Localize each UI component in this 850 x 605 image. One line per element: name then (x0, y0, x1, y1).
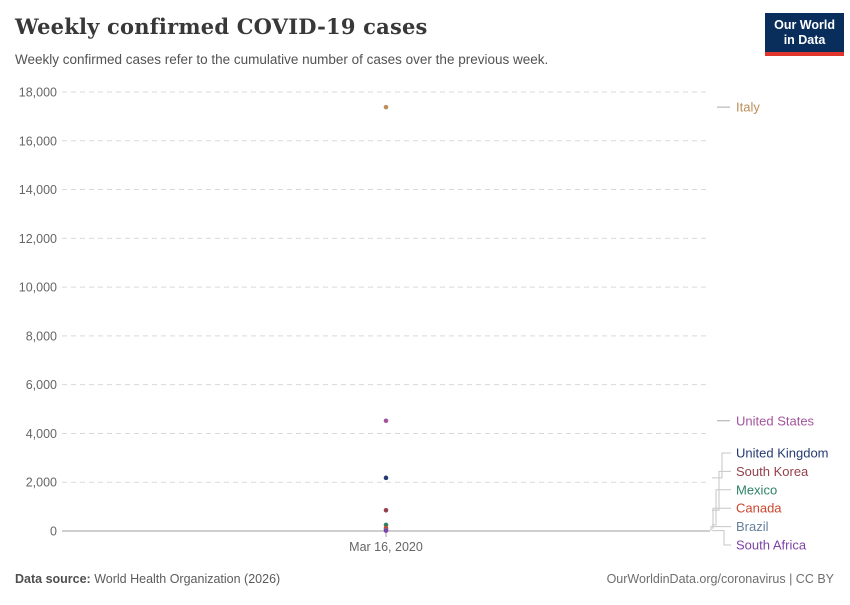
y-tick-label-0: 0 (50, 525, 57, 539)
series-label-united-kingdom[interactable]: United Kingdom (736, 446, 829, 461)
label-connector-brazil (710, 526, 731, 531)
chart-subtitle: Weekly confirmed cases refer to the cumu… (15, 52, 549, 67)
data-point-south-korea[interactable] (383, 507, 389, 513)
data-point-italy[interactable] (383, 104, 389, 110)
y-tick-label-2000: 2,000 (26, 476, 57, 490)
owid-logo[interactable]: Our World in Data (765, 13, 844, 56)
series-label-south-korea[interactable]: South Korea (736, 464, 809, 479)
series-label-brazil[interactable]: Brazil (736, 519, 769, 534)
chart-footer: Data source: World Health Organization (… (0, 572, 850, 590)
series-label-mexico[interactable]: Mexico (736, 482, 777, 497)
data-source-text: World Health Organization (2026) (90, 572, 281, 586)
data-point-mexico[interactable] (383, 522, 389, 528)
label-connector-united-kingdom (712, 452, 731, 479)
y-tick-label-14000: 14,000 (19, 183, 57, 197)
label-connector-mexico (712, 489, 731, 526)
license-line: OurWorldinData.org/coronavirus | CC BY (607, 572, 834, 586)
license-label[interactable]: CC BY (795, 572, 834, 586)
y-tick-label-18000: 18,000 (19, 86, 57, 100)
label-connector-south-africa (712, 530, 731, 546)
series-label-canada[interactable]: Canada (736, 501, 782, 516)
y-tick-label-4000: 4,000 (26, 427, 57, 441)
data-source: Data source: World Health Organization (… (15, 572, 280, 586)
y-tick-label-16000: 16,000 (19, 134, 57, 148)
data-point-south-africa[interactable] (383, 528, 389, 533)
data-point-united-states[interactable] (383, 418, 389, 424)
owid-url-link[interactable]: OurWorldinData.org/coronavirus (606, 572, 786, 586)
owid-logo-line2: in Data (783, 33, 826, 48)
page-title: Weekly confirmed COVID-19 cases (15, 14, 428, 39)
license-separator: | (785, 572, 796, 586)
series-label-united-states[interactable]: United States (736, 413, 815, 428)
series-label-italy[interactable]: Italy (736, 100, 760, 115)
y-tick-label-8000: 8,000 (26, 329, 57, 343)
y-tick-label-10000: 10,000 (19, 281, 57, 295)
y-tick-label-12000: 12,000 (19, 232, 57, 246)
label-connector-canada (712, 507, 731, 529)
owid-logo-line1: Our World (774, 18, 835, 32)
data-point-united-kingdom[interactable] (383, 475, 389, 481)
x-tick-label: Mar 16, 2020 (349, 540, 423, 554)
data-source-label: Data source: (15, 572, 91, 586)
y-tick-label-6000: 6,000 (26, 378, 57, 392)
series-label-south-africa[interactable]: South Africa (736, 538, 807, 553)
